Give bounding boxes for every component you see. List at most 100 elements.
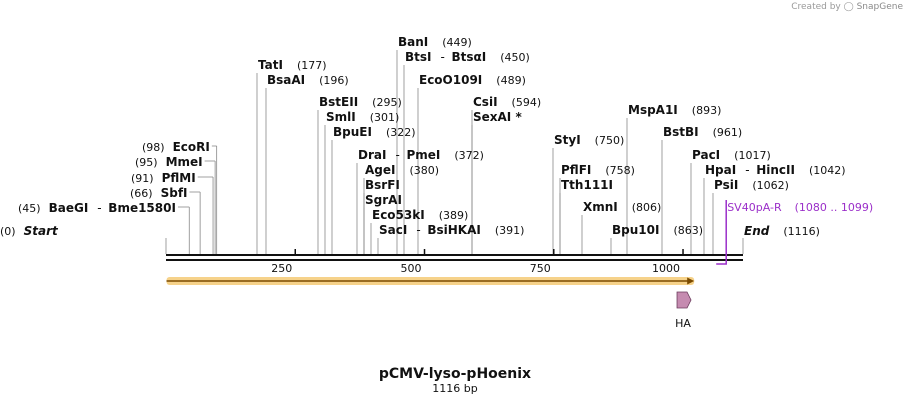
- site-name: BpuEI: [333, 125, 372, 139]
- restriction-site[interactable]: BanI (449): [398, 35, 472, 49]
- restriction-site[interactable]: SgrAI: [365, 193, 402, 207]
- orf-track: [166, 277, 695, 285]
- site-position: (449): [442, 36, 472, 49]
- site-position: (95): [135, 156, 158, 169]
- restriction-site[interactable]: (66) SbfI: [130, 186, 188, 200]
- ruler-tick-label: 500: [401, 262, 422, 275]
- site-name: PflFI: [561, 163, 591, 177]
- site-position: (322): [386, 126, 416, 139]
- site-separator: -: [745, 163, 749, 177]
- site-position: (372): [454, 149, 484, 162]
- restriction-site[interactable]: Tth111I: [561, 178, 613, 192]
- site-name: SacI: [379, 223, 407, 237]
- restriction-site[interactable]: Eco53kI (389): [372, 208, 468, 222]
- restriction-site[interactable]: SacI - BsiHKAI (391): [379, 223, 524, 237]
- site-name: Tth111I: [561, 178, 613, 192]
- site-position: (489): [496, 74, 526, 87]
- site-name: Start: [24, 224, 59, 238]
- restriction-site[interactable]: PacI (1017): [692, 148, 771, 162]
- site-position: (750): [595, 134, 625, 147]
- restriction-site[interactable]: EcoO109I (489): [419, 73, 526, 87]
- site-position: (380): [409, 164, 439, 177]
- restriction-site[interactable]: AgeI (380): [365, 163, 439, 177]
- site-labels: (0) Start(45) BaeGI - Bme1580I(66) SbfI(91) Pf…: [0, 35, 846, 238]
- site-position: (177): [297, 59, 327, 72]
- feature-ha-arrow[interactable]: [676, 291, 692, 309]
- site-name: EcoO109I: [419, 73, 482, 87]
- site-name: HpaI: [705, 163, 736, 177]
- site-name: EcoRI: [173, 140, 210, 154]
- orf-arrow-head-icon: [687, 277, 695, 285]
- credit-brand: SnapGene: [856, 2, 903, 12]
- site-name: BtsI: [405, 50, 432, 64]
- site-name: MspA1I: [628, 103, 678, 117]
- primer-name: SV40pA-R: [727, 201, 782, 214]
- feature-track: HA: [675, 291, 692, 330]
- restriction-site[interactable]: MspA1I (893): [628, 103, 721, 117]
- site-name: BsrFI: [365, 178, 400, 192]
- restriction-site[interactable]: (45) BaeGI - Bme1580I: [18, 201, 176, 215]
- site-partner-name: PmeI: [406, 148, 440, 162]
- restriction-site[interactable]: End (1116): [744, 224, 820, 238]
- map-title: pCMV-lyso-pHoenix: [379, 366, 531, 382]
- restriction-site[interactable]: TatI (177): [258, 58, 327, 72]
- site-name: Eco53kI: [372, 208, 425, 222]
- site-name: TatI: [258, 58, 283, 72]
- site-name: DraI: [358, 148, 386, 162]
- restriction-site[interactable]: (98) EcoRI: [142, 140, 210, 154]
- site-leaders: [165, 50, 744, 254]
- ruler-tick-label: 750: [530, 262, 551, 275]
- site-position: (391): [495, 224, 525, 237]
- restriction-site[interactable]: StyI (750): [554, 133, 624, 147]
- restriction-site[interactable]: SexAI *: [473, 110, 522, 124]
- ruler-ticks: 250 500 750 1000: [271, 249, 684, 275]
- restriction-site[interactable]: Bpu10I (863): [612, 223, 703, 237]
- primer-arrow[interactable]: [716, 200, 727, 265]
- restriction-site[interactable]: BpuEI (322): [333, 125, 416, 139]
- site-name: XmnI: [583, 200, 618, 214]
- site-name: BstEII: [319, 95, 358, 109]
- restriction-site[interactable]: BsaAI (196): [267, 73, 349, 87]
- restriction-site[interactable]: BsrFI: [365, 178, 400, 192]
- restriction-site[interactable]: (95) MmeI: [135, 155, 203, 169]
- site-position: (1116): [783, 225, 820, 238]
- site-name: PsiI: [714, 178, 738, 192]
- site-name: SexAI *: [473, 110, 522, 124]
- restriction-site[interactable]: XmnI (806): [583, 200, 661, 214]
- site-position: (1042): [809, 164, 846, 177]
- credit-prefix: Created by: [791, 2, 841, 12]
- site-position: (806): [632, 201, 662, 214]
- restriction-site[interactable]: PflFI (758): [561, 163, 635, 177]
- site-position: (45): [18, 202, 41, 215]
- restriction-site[interactable]: (91) PflMI: [131, 171, 196, 185]
- feature-label: HA: [675, 317, 691, 330]
- restriction-site[interactable]: BstBI (961): [663, 125, 742, 139]
- site-position: (196): [319, 74, 349, 87]
- restriction-site[interactable]: HpaI - HincII (1042): [705, 163, 846, 177]
- site-partner-name: Bme1580I: [108, 201, 176, 215]
- site-separator: -: [395, 148, 399, 162]
- site-position: (758): [605, 164, 635, 177]
- backbone: [166, 254, 743, 261]
- site-name: BstBI: [663, 125, 699, 139]
- site-position: (91): [131, 172, 154, 185]
- site-position: (594): [512, 96, 542, 109]
- site-partner-name: BtsαI: [452, 50, 487, 64]
- primer-track: SV40pA-R (1080 .. 1099): [716, 200, 873, 265]
- restriction-site[interactable]: BstEII (295): [319, 95, 402, 109]
- site-partner-name: BsiHKAI: [427, 223, 481, 237]
- restriction-site[interactable]: CsiI (594): [473, 95, 541, 109]
- restriction-site[interactable]: PsiI (1062): [714, 178, 789, 192]
- site-name: PacI: [692, 148, 720, 162]
- restriction-site[interactable]: SmlI (301): [326, 110, 399, 124]
- site-name: Bpu10I: [612, 223, 659, 237]
- site-name: StyI: [554, 133, 581, 147]
- site-name: BsaAI: [267, 73, 305, 87]
- restriction-site[interactable]: (0) Start: [0, 224, 59, 238]
- site-separator: -: [97, 201, 101, 215]
- restriction-site[interactable]: BtsI - BtsαI (450): [405, 50, 530, 64]
- site-position: (0): [0, 225, 16, 238]
- restriction-site[interactable]: DraI - PmeI (372): [358, 148, 484, 162]
- site-position: (389): [439, 209, 469, 222]
